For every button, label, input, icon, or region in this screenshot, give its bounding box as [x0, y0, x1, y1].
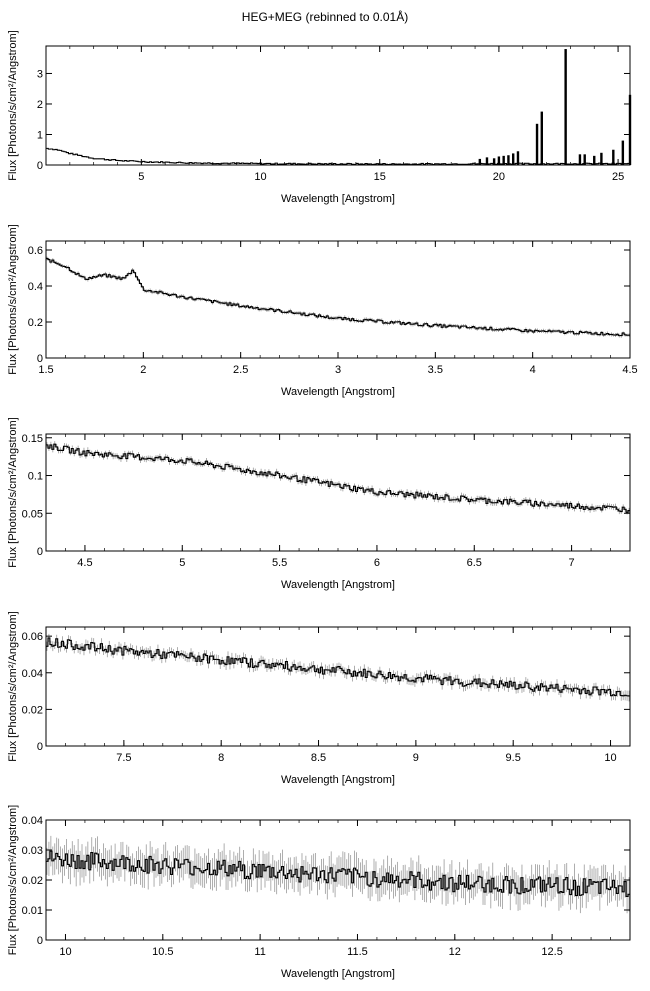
plot-frame [45, 433, 631, 552]
panel-4: 7.5 8 8.5 9 9.5 10 0 0.02 0.04 0.06 Wavelength [An… [7, 611, 631, 786]
y-tick-label: 0.05 [22, 508, 43, 520]
y-tick-label: 0 [37, 160, 43, 172]
x-tick-label: 5 [179, 557, 185, 569]
x-tick-label: 15 [374, 171, 386, 183]
x-tick-label: 25 [612, 171, 624, 183]
spectrum-errorbars [46, 633, 630, 702]
x-tick-label: 11.5 [347, 946, 368, 958]
x-tick-label: 6.5 [467, 557, 482, 569]
y-tick-label: 0.2 [28, 317, 43, 329]
y-tick-label: 3 [37, 68, 43, 80]
x-tick-label: 1.5 [38, 364, 53, 376]
y-axis-label: Flux [Photons/s/cm²/Angstrom] [7, 224, 19, 374]
figure-title: HEG+MEG (rebinned to 0.01Å) [241, 10, 409, 24]
y-tick-label: 0.04 [22, 668, 43, 680]
x-tick-label: 9.5 [506, 752, 521, 764]
y-tick-label: 0.15 [22, 433, 43, 445]
emission-line-1 [478, 158, 482, 165]
y-tick-label: 0.6 [28, 245, 43, 257]
spectrum-series [46, 443, 630, 513]
x-tick-label: 2 [140, 364, 146, 376]
x-tick-label: 10.5 [152, 946, 173, 958]
y-tick-label: 2 [37, 99, 43, 111]
y-tick-label: 0 [37, 741, 43, 753]
x-tick-label: 11 [254, 946, 265, 958]
y-tick-label: 0.02 [22, 875, 43, 887]
emission-line-6 [507, 155, 510, 165]
y-tick-label: 0.01 [22, 905, 43, 917]
spectrum-series [46, 147, 630, 166]
y-tick-label: 0 [37, 935, 43, 947]
panel-1: 5 10 15 20 25 0 1 2 3 Wavelength [Angstrom] Flux [… [7, 30, 632, 205]
plot-frame [45, 240, 631, 359]
emission-line-15 [600, 152, 603, 165]
spectrum-series [46, 850, 630, 898]
emission-line-13 [583, 154, 586, 165]
x-tick-label: 12.5 [541, 946, 562, 958]
y-tick-label: 0.1 [28, 471, 43, 483]
y-axis-label: Flux [Photons/s/cm²/Angstrom] [7, 417, 19, 567]
plot-frame [45, 45, 631, 166]
y-axis-label: Flux [Photons/s/cm²/Angstrom] [7, 611, 19, 761]
y-tick-label: 0 [37, 353, 43, 365]
x-tick-label: 8 [218, 752, 224, 764]
x-tick-label: 10 [59, 946, 71, 958]
y-tick-label: 0 [37, 546, 43, 558]
y-tick-label: 0.4 [28, 281, 43, 293]
x-tick-label: 12 [449, 946, 461, 958]
emission-line-8 [516, 151, 520, 165]
emission-line-3 [492, 158, 496, 165]
emission-line-9 [535, 123, 539, 165]
x-axis-label: Wavelength [Angstrom] [281, 386, 395, 398]
emission-line-17 [621, 140, 625, 165]
x-axis-label: Wavelength [Angstrom] [281, 968, 395, 980]
x-tick-label: 8.5 [311, 752, 326, 764]
y-tick-label: 0.02 [22, 704, 43, 716]
emission-line-2 [485, 157, 489, 165]
x-tick-label: 7 [569, 557, 575, 569]
emission-line-12 [578, 154, 582, 165]
emission-line-10 [540, 111, 543, 165]
x-tick-label: 4.5 [77, 557, 92, 569]
y-tick-label: 0.06 [22, 631, 43, 643]
y-axis-label: Flux [Photons/s/cm²/Angstrom] [7, 805, 19, 955]
y-tick-label: 0.04 [22, 815, 43, 827]
spectrum-series [46, 637, 630, 697]
x-tick-label: 2.5 [233, 364, 248, 376]
x-tick-label: 10 [604, 752, 616, 764]
x-tick-label: 7.5 [116, 752, 131, 764]
x-tick-label: 20 [493, 171, 505, 183]
x-tick-label: 10 [254, 171, 266, 183]
panel-5: 10 10.5 11 11.5 12 12.5 0 0.01 0.02 0.03 0.04 Wavel… [7, 805, 631, 980]
y-axis-label: Flux [Photons/s/cm²/Angstrom] [7, 30, 19, 180]
x-tick-label: 3.5 [428, 364, 443, 376]
spectrum-errorbars [46, 441, 630, 515]
emission-line-5 [502, 155, 505, 165]
x-tick-label: 4.5 [622, 364, 637, 376]
y-tick-label: 1 [37, 129, 43, 141]
panel-2: 1.5 2 2.5 3 3.5 4 4.5 0 0.2 0.4 0.6 Wavelength [Ang… [7, 224, 638, 398]
x-axis-label: Wavelength [Angstrom] [281, 193, 395, 205]
x-axis-label: Wavelength [Angstrom] [281, 579, 395, 591]
emission-line-11 [564, 49, 567, 165]
x-tick-label: 6 [374, 557, 380, 569]
emission-line-14 [593, 155, 596, 165]
x-tick-label: 9 [413, 752, 419, 764]
emission-line-7 [512, 153, 515, 165]
spectrum-errorbars [46, 256, 630, 338]
x-tick-label: 3 [335, 364, 341, 376]
spectrum-series [46, 257, 630, 337]
x-tick-label: 5 [138, 171, 144, 183]
panel-3: 4.5 5 5.5 6 6.5 7 0 0.05 0.1 0.15 Wavelength [Angs… [7, 417, 631, 591]
x-tick-label: 5.5 [272, 557, 287, 569]
emission-line-16 [612, 149, 615, 165]
x-axis-label: Wavelength [Angstrom] [281, 774, 395, 786]
x-tick-label: 4 [530, 364, 536, 376]
y-tick-label: 0.03 [22, 845, 43, 857]
spectrum-errorbars [46, 835, 630, 914]
